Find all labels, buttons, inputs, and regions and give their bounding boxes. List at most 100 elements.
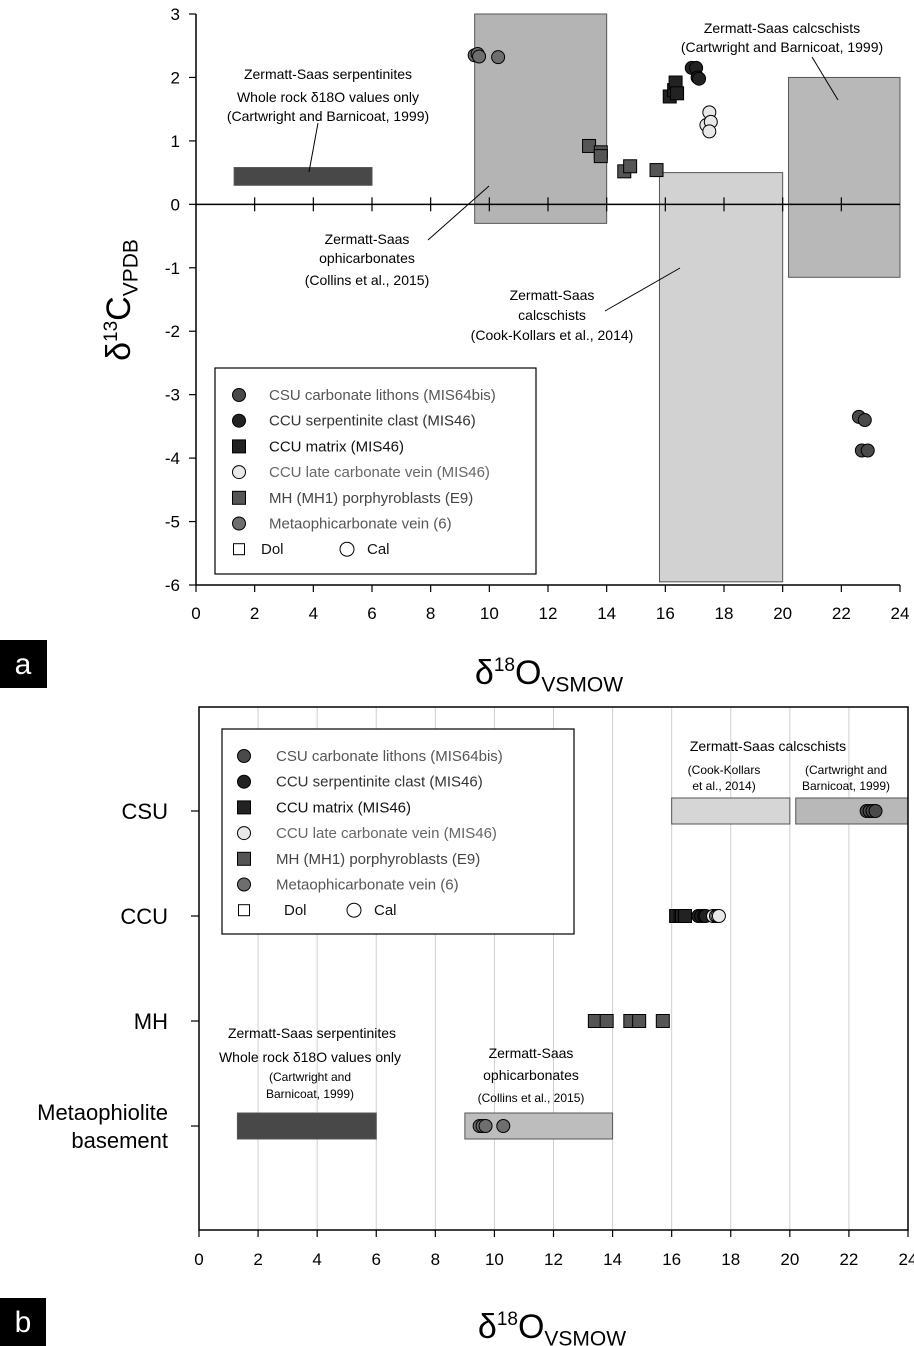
x-tick-label: 24 [891,604,910,623]
annotation-line: et al., 2014) [692,779,755,793]
legend-marker [237,877,251,892]
legend-label: MH (MH1) porphyroblasts (E9) [276,851,480,868]
annotation-line: Zermatt-Saas [510,287,595,303]
legend-box [221,728,575,935]
x-tick-label: 0 [194,1250,203,1269]
x-tick-label: 24 [899,1250,914,1269]
x-tick-label: 18 [721,1250,740,1269]
annotation-line: Zermatt-Saas calcschists [704,20,860,36]
leader-line [427,185,490,241]
panel-b-label: b [0,1298,46,1346]
panel-a-axes: 0 2 4 6 8 10 12 14 16 18 20 22 24-6-5-4-3-2-10123δ18… [100,5,909,696]
x-tick-label: 10 [485,1250,504,1269]
leader-line [604,267,681,312]
x-tick-label: 2 [253,1250,262,1269]
legend-label: CCU late carbonate vein (MIS46) [269,464,490,481]
x-tick-label: 18 [715,604,734,623]
x-tick-label: 20 [773,604,792,623]
annotation-cook: (Cook-Kollars et al., 2014) [688,763,761,793]
legend-cal-marker [339,541,355,557]
annotation-line: Whole rock δ18O values only [237,89,419,105]
legend-label: CSU carbonate lithons (MIS64bis) [269,387,496,404]
data-point [599,1014,614,1028]
data-point [582,138,597,153]
legend-label: Metaophicarbonate vein (6) [276,877,459,894]
legend-dol-marker [233,543,245,556]
data-point [649,163,664,178]
legend-marker [237,749,251,763]
category-label: basement [71,1128,168,1153]
annotation-serpentinites: Zermatt-Saas serpentinites Whole rock δ1… [227,66,429,124]
x-tick-label: 10 [480,604,499,623]
legend-label: CSU carbonate lithons (MIS64bis) [276,748,503,765]
annotation-line: Whole rock δ18O values only [219,1049,401,1065]
x-tick-label: 20 [780,1250,799,1269]
box-serpentinites [233,167,373,186]
annotation-line: Barnicoat, 1999) [266,1087,354,1101]
box-cartwright_calcschists [795,797,909,825]
y-tick-label: 0 [171,195,180,214]
legend-cal-marker [346,902,362,918]
data-point [860,443,875,458]
panel-b-legend: CSU carbonate lithons (MIS64bis) CCU serp… [221,728,575,935]
legend-marker [232,413,246,428]
legend-cal-label: Cal [374,902,397,919]
y-tick-label: 2 [171,68,180,87]
annotation-calcschists: Zermatt-Saas calcschists [690,738,846,754]
panel-label-box [0,640,47,688]
legend-marker [237,800,251,815]
y-tick-label: 1 [171,132,180,151]
annotation-line: (Cartwright and [805,763,887,777]
x-tick-label: 14 [597,604,616,623]
x-tick-label: 0 [191,604,200,623]
x-tick-label: 4 [309,604,318,623]
annotation-line: Zermatt-Saas serpentinites [244,66,412,82]
annotation-line: (Cartwright and [269,1070,351,1084]
category-label: CCU [120,904,168,929]
x-tick-label: 16 [662,1250,681,1269]
annotation-line: (Collins et al., 2015) [305,272,430,288]
panel-b-boxes [236,797,909,1140]
data-point [472,49,487,64]
box-cartwright_calcschists [788,76,901,278]
data-point [711,909,726,923]
y-tick-label: 3 [171,5,180,24]
legend-marker [237,826,251,841]
leader-line [811,56,839,101]
annotation-line: Zermatt-Saas [325,231,410,247]
legend-marker [232,388,246,402]
annotation-cartwright-b: (Cartwright and Barnicoat, 1999) [266,1070,354,1101]
box-ophicarbonates [474,13,608,224]
legend-marker [232,516,246,531]
annotation-line: Zermatt-Saas [489,1045,574,1061]
data-point [632,1014,647,1028]
panel-a-annotations: Zermatt-Saas serpentinites Whole rock δ1… [227,20,883,343]
x-axis-title: δ18OVSMOW [475,654,623,696]
legend-label: CCU serpentinite clast (MIS46) [269,413,476,430]
category-label: CSU [122,799,168,824]
legend-marker [232,465,246,480]
y-tick-label: -5 [165,513,180,532]
box-cook_calcschists [658,172,784,583]
panel-b-axes: 0 2 4 6 8 10 12 14 16 18 20 22 24CSUCCUMHMetaophioli… [37,706,914,1346]
x-tick-label: 12 [539,604,558,623]
annotation-cartwright: (Cartwright and Barnicoat, 1999) [802,763,890,793]
annotation-line: ophicarbonates [483,1067,579,1083]
leader-line [308,122,319,173]
panel-a-legend: CSU carbonate lithons (MIS64bis) CCU serp… [214,367,537,575]
x-tick-label: 6 [367,604,376,623]
annotation-serpentinites-b: Zermatt-Saas serpentinites Whole rock δ1… [219,1025,401,1065]
data-point [491,50,506,65]
box-cook_calcschists [671,797,791,825]
data-point [478,1119,493,1133]
x-tick-label: 4 [312,1250,321,1269]
x-axis-title: δ18OVSMOW [478,1308,626,1346]
category-label: Metaophiolite [37,1100,168,1125]
x-tick-label: 14 [603,1250,622,1269]
y-tick-label: -2 [165,322,180,341]
y-axis-title: δ13CVPDB [100,239,142,361]
legend-marker [237,851,251,866]
legend-label: CCU serpentinite clast (MIS46) [276,774,483,791]
legend-label: MH (MH1) porphyroblasts (E9) [269,490,473,507]
